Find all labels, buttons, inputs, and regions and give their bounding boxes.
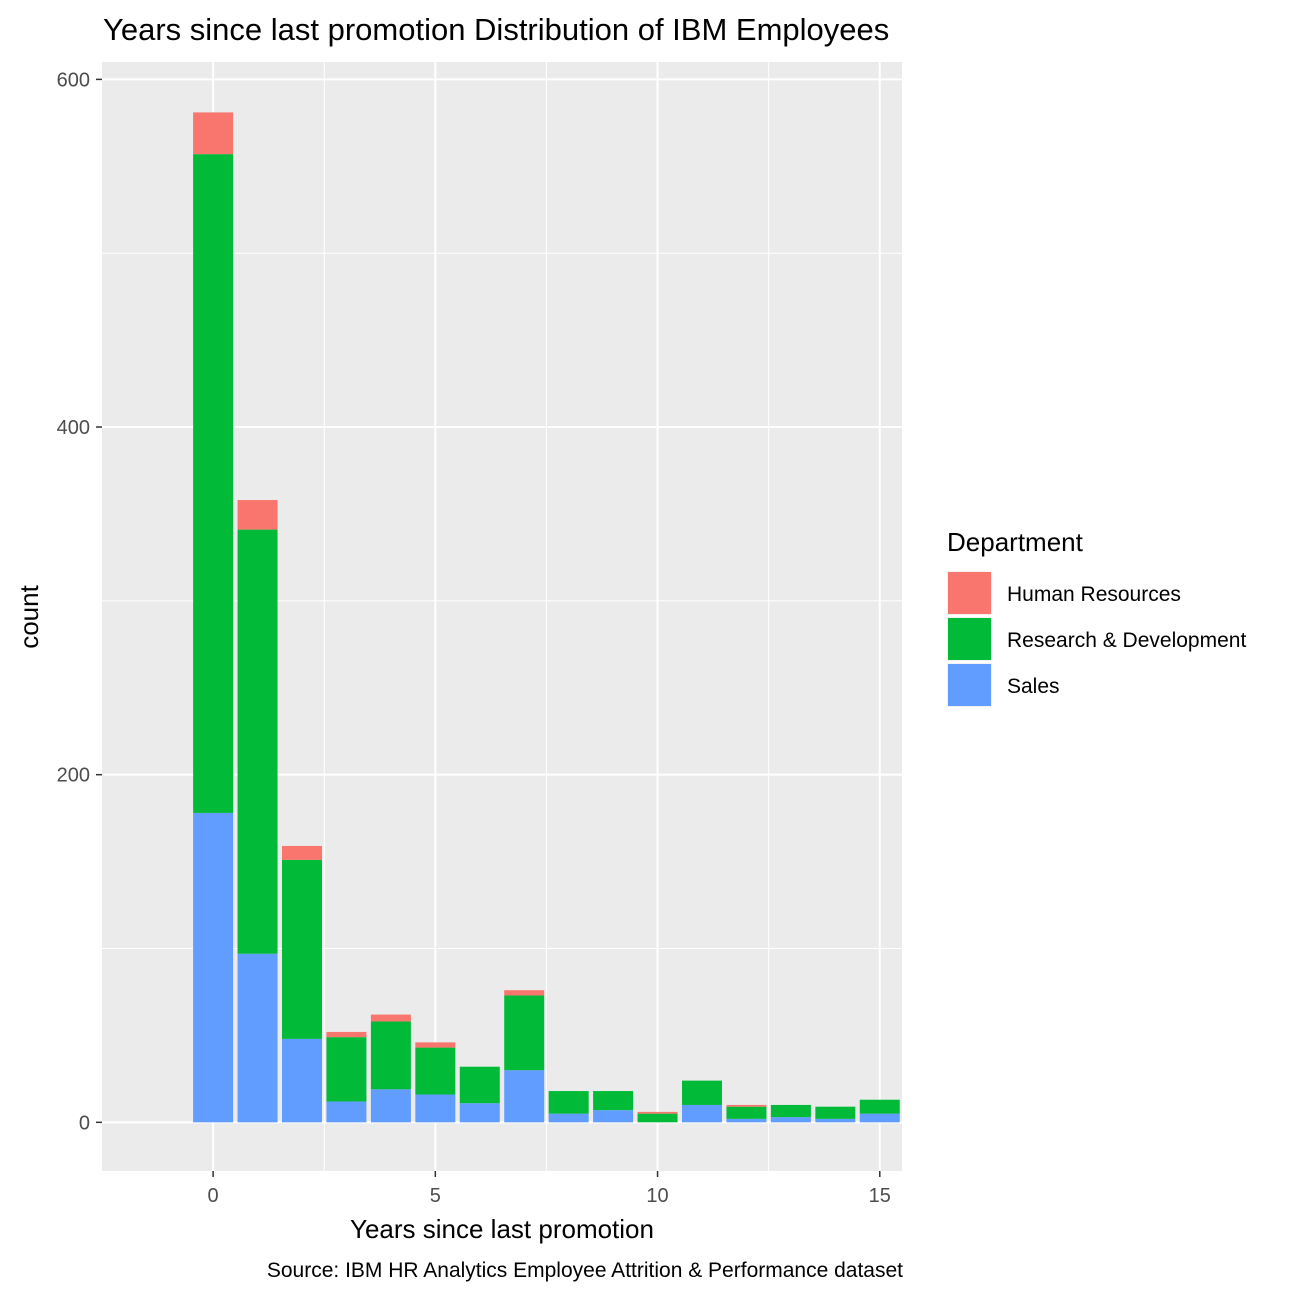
bar-sales-5: [415, 1094, 456, 1123]
x-axis: 0 5 10 15: [208, 1171, 891, 1207]
source-caption: Source: IBM HR Analytics Employee Attrit…: [267, 1259, 903, 1282]
bar-sales-3: [326, 1101, 367, 1123]
bar-sales-13: [770, 1117, 811, 1123]
x-tick-label: 5: [430, 1185, 441, 1207]
legend-label-human-resources: Human Resources: [1007, 583, 1181, 606]
x-axis-title: Years since last promotion: [350, 1214, 654, 1244]
bar-research-development-8: [548, 1091, 589, 1114]
bar-sales-15: [859, 1113, 900, 1123]
bar-sales-8: [548, 1113, 589, 1123]
y-tick-label: 600: [57, 69, 90, 91]
legend-swatch-human-resources: [948, 572, 991, 614]
bar-research-development-0: [193, 154, 234, 813]
bar-human-resources-0: [193, 112, 234, 155]
bar-research-development-2: [282, 859, 322, 1039]
x-tick-label: 15: [869, 1185, 891, 1207]
x-tick-label: 10: [646, 1185, 668, 1207]
bar-sales-6: [459, 1103, 500, 1123]
bar-human-resources-5: [415, 1042, 456, 1048]
legend-title: Department: [947, 527, 1084, 557]
bar-sales-9: [593, 1110, 634, 1123]
bar-human-resources-1: [237, 500, 278, 530]
y-axis-title: count: [14, 584, 44, 648]
bar-sales-7: [504, 1070, 545, 1123]
bar-sales-2: [282, 1038, 322, 1123]
y-tick-label: 400: [57, 417, 90, 439]
x-tick-label: 0: [208, 1185, 219, 1207]
bar-sales-12: [726, 1118, 767, 1123]
bar-research-development-10: [637, 1113, 678, 1123]
bar-sales-14: [815, 1118, 856, 1123]
bar-research-development-7: [504, 995, 545, 1071]
bars: [193, 112, 900, 1123]
bar-human-resources-12: [726, 1104, 767, 1107]
bar-sales-1: [237, 953, 278, 1123]
bar-sales-11: [682, 1104, 722, 1123]
bar-research-development-6: [459, 1066, 500, 1104]
bar-human-resources-4: [370, 1014, 411, 1022]
bar-research-development-15: [859, 1099, 900, 1114]
bar-research-development-11: [682, 1080, 722, 1105]
bar-human-resources-2: [282, 845, 322, 860]
legend: Department Human Resources Research & Dev…: [947, 527, 1246, 707]
bar-sales-0: [193, 812, 234, 1123]
y-axis: 0 200 400 600: [57, 69, 102, 1134]
bar-human-resources-7: [504, 990, 545, 996]
bar-research-development-1: [237, 529, 278, 954]
bar-sales-4: [370, 1089, 411, 1123]
legend-label-research-development: Research & Development: [1007, 629, 1246, 652]
bar-human-resources-10: [637, 1111, 678, 1114]
bar-research-development-12: [726, 1106, 767, 1119]
y-tick-label: 200: [57, 765, 90, 787]
bar-human-resources-3: [326, 1031, 367, 1038]
bar-research-development-4: [370, 1021, 411, 1090]
bar-research-development-14: [815, 1106, 856, 1119]
legend-label-sales: Sales: [1007, 675, 1060, 698]
bar-research-development-5: [415, 1047, 456, 1095]
bar-research-development-9: [593, 1091, 634, 1111]
chart-title: Years since last promotion Distribution …: [103, 12, 889, 47]
legend-swatch-research-development: [948, 618, 991, 660]
minor-gridlines: [102, 62, 902, 1171]
bar-research-development-3: [326, 1037, 367, 1102]
bar-research-development-13: [770, 1104, 811, 1118]
y-tick-label: 0: [79, 1112, 90, 1134]
legend-swatch-sales: [948, 664, 991, 706]
